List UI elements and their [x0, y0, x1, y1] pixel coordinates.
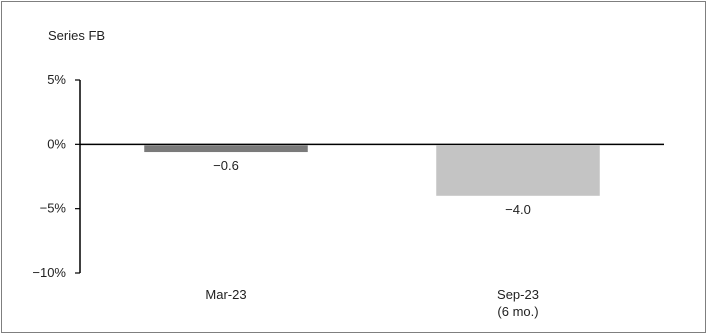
- y-tick-label: 5%: [47, 72, 66, 87]
- category-label: Mar-23: [205, 287, 246, 302]
- category-sublabel: (6 mo.): [497, 304, 538, 319]
- series-title: Series FB: [48, 28, 105, 43]
- y-tick-label: −10%: [32, 265, 66, 280]
- bar: [144, 145, 308, 153]
- axes: 5% 0% −5% −10%: [32, 72, 664, 280]
- bar: [436, 145, 600, 196]
- data-labels: −0.6 −4.0: [213, 158, 531, 217]
- data-label: −4.0: [505, 202, 531, 217]
- y-tick-label: −5%: [40, 201, 67, 216]
- category-label: Sep-23: [497, 287, 539, 302]
- category-labels: Mar-23 Sep-23 (6 mo.): [205, 287, 539, 319]
- y-tick-label: 0%: [47, 136, 66, 151]
- bars: [144, 145, 600, 196]
- data-label: −0.6: [213, 158, 239, 173]
